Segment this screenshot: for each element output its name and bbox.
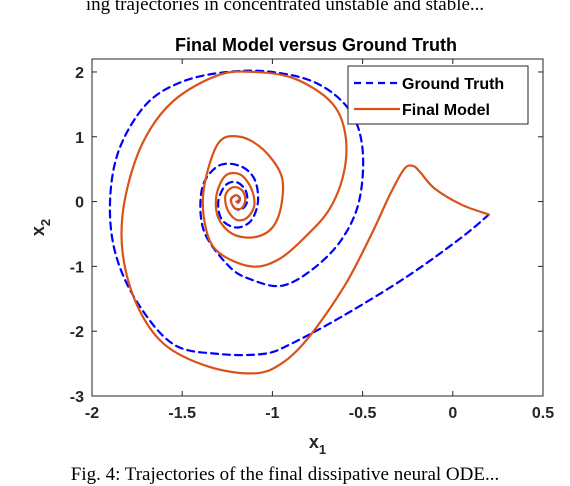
x-tick-label: -1 bbox=[265, 405, 279, 422]
x-tick-label: 0 bbox=[448, 405, 457, 422]
x-tick-label: 0.5 bbox=[532, 405, 554, 422]
y-tick-label: -3 bbox=[70, 389, 84, 406]
legend-box bbox=[347, 65, 529, 125]
y-axis-label: x2 bbox=[28, 219, 53, 236]
y-tick-label: 0 bbox=[75, 195, 84, 212]
y-tick-label: 2 bbox=[75, 65, 84, 82]
y-tick-label: -1 bbox=[70, 259, 84, 276]
caption-top: ing trajectories in concentrated unstabl… bbox=[86, 0, 484, 15]
legend-entry: Ground Truth bbox=[402, 76, 504, 93]
series-line-final-model bbox=[120, 70, 490, 375]
chart-title: Final Model versus Ground Truth bbox=[175, 35, 457, 55]
x-tick-label: -1.5 bbox=[168, 405, 196, 422]
x-tick-label: -2 bbox=[85, 405, 99, 422]
legend-entry: Final Model bbox=[402, 102, 490, 119]
series-lines bbox=[108, 69, 490, 375]
y-tick-label: 1 bbox=[75, 130, 84, 147]
series-line-ground-truth bbox=[108, 69, 490, 357]
x-axis-label: x1 bbox=[309, 432, 326, 457]
legend: Ground Truth Final Model bbox=[347, 65, 529, 125]
y-tick-label: -2 bbox=[70, 324, 84, 341]
x-tick-label: -0.5 bbox=[349, 405, 377, 422]
caption-bottom: Fig. 4: Trajectories of the final dissip… bbox=[71, 464, 499, 485]
